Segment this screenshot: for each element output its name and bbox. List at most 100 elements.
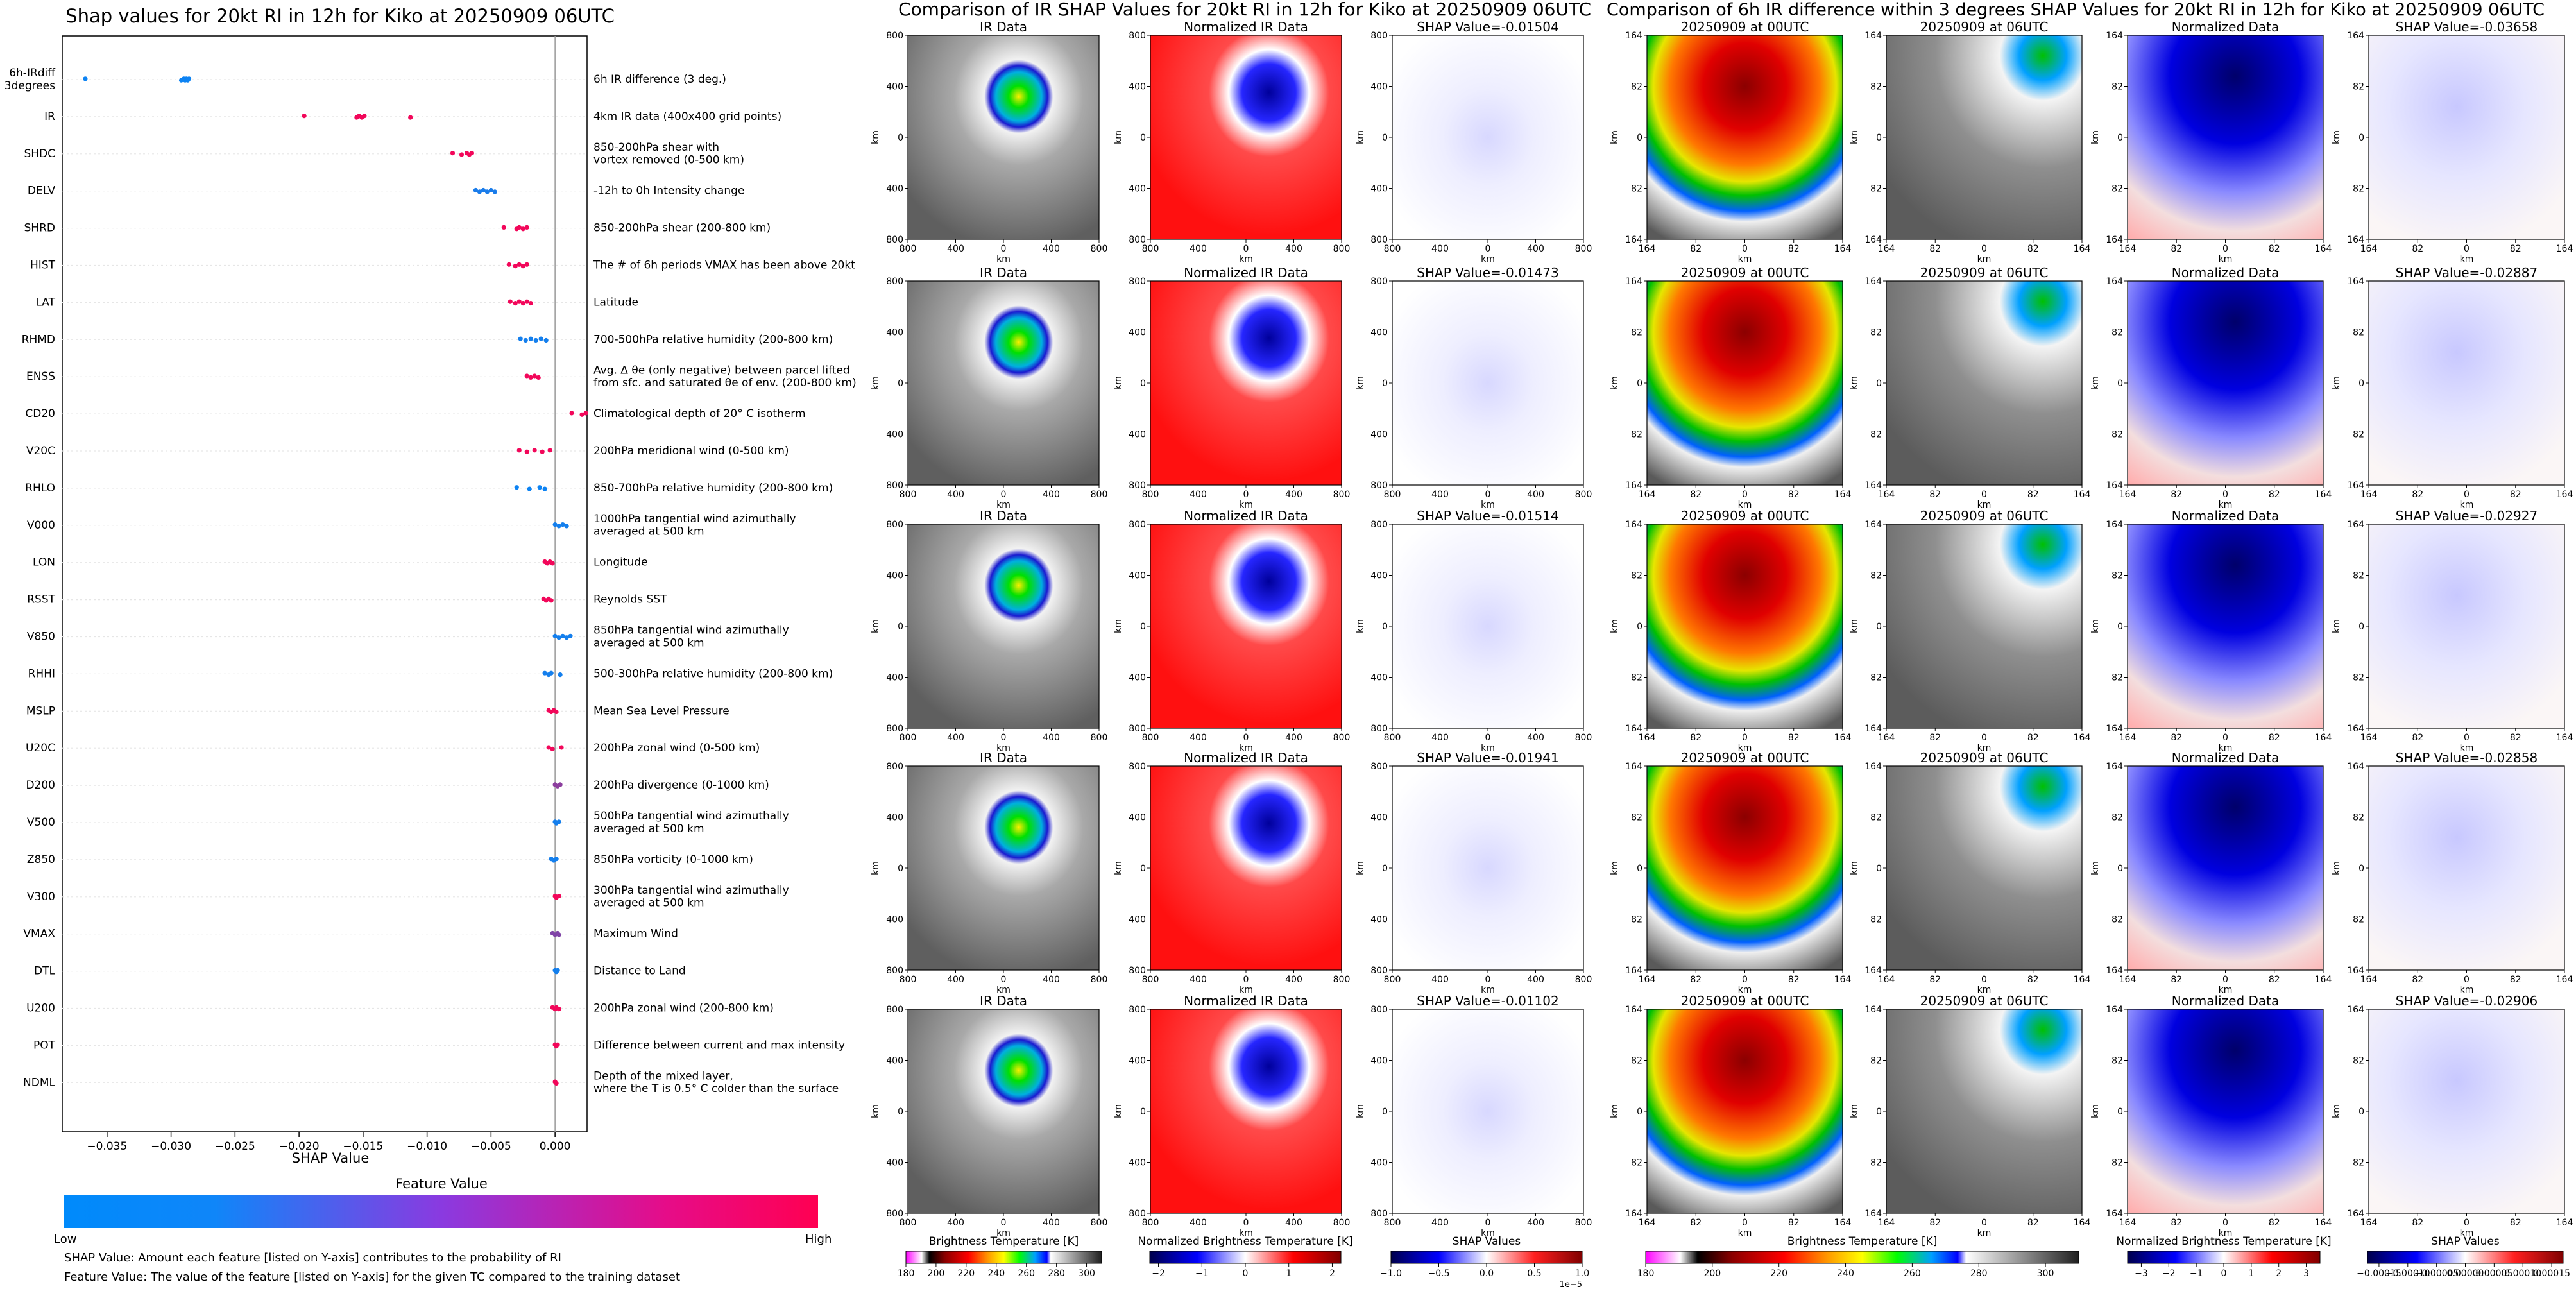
colorbar-tick-label: 0.00015: [2533, 1268, 2570, 1279]
panel-image: [1392, 765, 1584, 971]
panel-y-tick-label: 164: [1625, 724, 1642, 734]
panel-y-tick-label: 82: [2353, 571, 2364, 581]
panel-y-tick-label: 0: [2358, 1107, 2364, 1117]
panel-x-tick-label: 800: [1575, 244, 1592, 254]
panel-x-tick-label: 82: [1788, 244, 1800, 254]
panel-x-tick-label: 400: [1431, 733, 1449, 743]
shap-point: [520, 264, 525, 269]
panel-y-tick-label: 164: [1864, 762, 1882, 772]
x-tick-label: 0.000: [540, 1140, 571, 1153]
colorbar-tick-label: 0.00005: [2475, 1268, 2512, 1279]
panel-image: [2368, 280, 2565, 486]
panel-x-axis-label: km: [996, 985, 1011, 995]
shap-point: [408, 115, 413, 120]
x-tick-label: −0.005: [471, 1140, 511, 1153]
panel-x-tick-label: 0: [1001, 490, 1007, 500]
panel-x-tick-label: 164: [1878, 244, 1895, 254]
shap-point: [560, 522, 565, 527]
panel-image: [1886, 1009, 2083, 1214]
feature-code-label: RHHI: [28, 667, 55, 680]
panel-x-tick-label: 164: [2119, 490, 2137, 500]
panel-y-tick-label: 82: [1870, 1056, 1882, 1066]
feature-description: Depth of the mixed layer,: [593, 1070, 733, 1083]
colorbar-tick-label: 0: [2221, 1268, 2227, 1279]
panel-y-tick-label: 0: [898, 379, 903, 389]
colorbar-label: Normalized Brightness Temperature [K]: [1138, 1235, 1352, 1248]
colorbar-tick-label: 220: [957, 1268, 975, 1279]
panel-x-tick-label: 164: [2360, 490, 2378, 500]
panel-y-tick-label: 0: [898, 133, 903, 143]
colorbar-tick-label: 3: [2303, 1268, 2309, 1279]
panel-title: 20250909 at 06UTC: [1920, 19, 2049, 35]
panel-y-tick-label: 800: [886, 235, 903, 245]
panel-x-tick-label: 82: [1929, 244, 1941, 254]
shap-point: [488, 187, 493, 193]
shap-point: [583, 411, 588, 416]
panel-image: [1392, 35, 1584, 240]
panel-title: IR Data: [980, 508, 1027, 524]
panel-y-axis-label: km: [871, 376, 881, 390]
feature-description: Longitude: [593, 556, 648, 569]
panel-x-tick-label: 164: [1834, 244, 1852, 254]
shap-point: [560, 633, 565, 638]
panel-y-tick-label: 82: [2353, 430, 2364, 440]
panel-y-tick-label: 82: [1870, 184, 1882, 194]
panel-x-tick-label: 800: [1575, 490, 1592, 500]
feature-description: 850-200hPa shear (200-800 km): [593, 222, 771, 235]
feature-description: 850-700hPa relative humidity (200-800 km…: [593, 482, 833, 495]
panel-image: [1150, 280, 1342, 486]
panel-y-tick-label: 800: [1370, 481, 1388, 491]
panel-x-tick-label: 82: [2171, 733, 2182, 743]
shap-point: [555, 968, 560, 973]
shap-point: [554, 709, 559, 715]
panel-x-tick-label: 400: [1285, 244, 1302, 254]
panel-y-axis-label: km: [1610, 130, 1620, 144]
panel-title: SHAP Value=-0.02858: [2396, 750, 2538, 765]
panel-x-tick-label: 400: [947, 975, 964, 985]
panel-title: SHAP Value=-0.01504: [1417, 19, 1558, 35]
feature-code-label: SHRD: [24, 222, 55, 235]
feature-code-label: RHMD: [22, 333, 55, 346]
feature-description: 850-200hPa shear with: [593, 141, 719, 154]
panel-x-tick-label: 82: [2412, 244, 2423, 254]
panel-image: [1150, 524, 1342, 729]
shap-point: [516, 225, 522, 230]
panel-x-tick-label: 800: [1384, 733, 1401, 743]
panel-x-tick-label: 82: [2269, 733, 2280, 743]
shap-point: [513, 301, 518, 306]
panel-x-tick-label: 82: [1929, 1218, 1941, 1228]
irdiff-shap-comparison-title: Comparison of 6h IR difference within 3 …: [1607, 0, 2545, 20]
shap-point: [547, 448, 552, 453]
feature-description: from sfc. and saturated θe of env. (200-…: [593, 377, 857, 389]
feature-description: vortex removed (0-500 km): [593, 154, 744, 167]
shap-point: [524, 225, 529, 230]
panel-x-axis-label: km: [1977, 1228, 1992, 1238]
panel-image: [907, 765, 1100, 971]
panel-x-tick-label: 164: [2119, 244, 2137, 254]
panel-title: SHAP Value=-0.02927: [2396, 508, 2538, 524]
shap-point: [536, 375, 541, 380]
panel-image: [1150, 1009, 1342, 1214]
panel-x-tick-label: 164: [2119, 733, 2137, 743]
panel-x-axis-label: km: [2460, 985, 2474, 995]
panel-title: SHAP Value=-0.02906: [2396, 993, 2538, 1009]
shap-point: [532, 448, 537, 453]
panel-x-tick-label: 400: [1527, 244, 1544, 254]
panel-y-tick-label: 400: [1370, 328, 1388, 338]
feature-description: The # of 6h periods VMAX has been above …: [593, 259, 855, 272]
panel-x-tick-label: 164: [1878, 975, 1895, 985]
x-tick-label: −0.025: [215, 1140, 255, 1153]
panel-x-tick-label: 400: [1190, 975, 1207, 985]
panel-y-tick-label: 400: [1129, 571, 1146, 581]
feature-code-label: V300: [27, 891, 55, 903]
panel-y-tick-label: 800: [886, 762, 903, 772]
panel-x-tick-label: 164: [2556, 733, 2573, 743]
panel-x-tick-label: 82: [2027, 490, 2039, 500]
panel-y-tick-label: 0: [2358, 133, 2364, 143]
panel-y-tick-label: 400: [1129, 1056, 1146, 1066]
panel-x-axis-label: km: [1977, 254, 1992, 264]
panel-x-tick-label: 0: [2464, 1218, 2469, 1228]
